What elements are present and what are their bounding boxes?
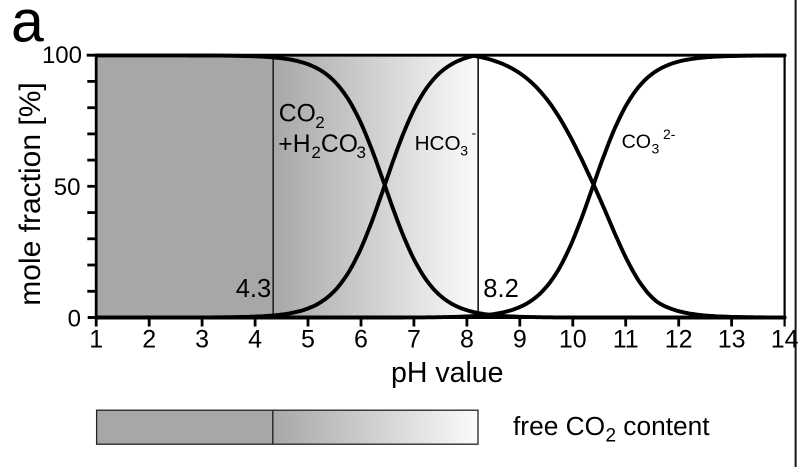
svg-text:100: 100 [42,42,82,69]
svg-text:3: 3 [652,141,660,157]
svg-text:13: 13 [718,326,746,354]
svg-text:CO: CO [321,131,358,158]
svg-text:HCO: HCO [415,132,461,155]
svg-text:2: 2 [311,143,320,162]
svg-text:12: 12 [665,326,693,354]
svg-text:4.3: 4.3 [236,275,271,303]
svg-text:10: 10 [559,326,587,354]
svg-text:2: 2 [142,326,156,354]
svg-text:2: 2 [606,426,617,447]
svg-text:-: - [472,125,477,141]
svg-text:8.2: 8.2 [483,275,518,303]
svg-text:free CO: free CO [513,411,605,441]
svg-text:6: 6 [354,326,368,354]
svg-text:7: 7 [407,326,421,354]
svg-text:3: 3 [460,143,468,159]
svg-text:4: 4 [248,326,262,354]
svg-text:2: 2 [315,113,324,132]
svg-text:3: 3 [195,326,209,354]
svg-text:+H: +H [278,131,310,158]
svg-text:5: 5 [301,326,315,354]
svg-text:content: content [616,411,710,441]
svg-text:a: a [11,0,44,54]
svg-text:9: 9 [513,326,527,354]
svg-text:3: 3 [357,143,366,162]
svg-text:50: 50 [54,174,81,201]
svg-text:11: 11 [613,326,639,354]
svg-text:0: 0 [68,305,81,332]
svg-text:1: 1 [89,326,103,354]
svg-text:14: 14 [771,326,798,354]
svg-text:mole fraction [%]: mole fraction [%] [14,82,47,305]
svg-text:8: 8 [460,326,474,354]
svg-text:CO: CO [279,101,316,128]
svg-text:CO: CO [622,131,651,153]
svg-text:2-: 2- [663,126,676,142]
svg-text:pH value: pH value [391,357,503,389]
